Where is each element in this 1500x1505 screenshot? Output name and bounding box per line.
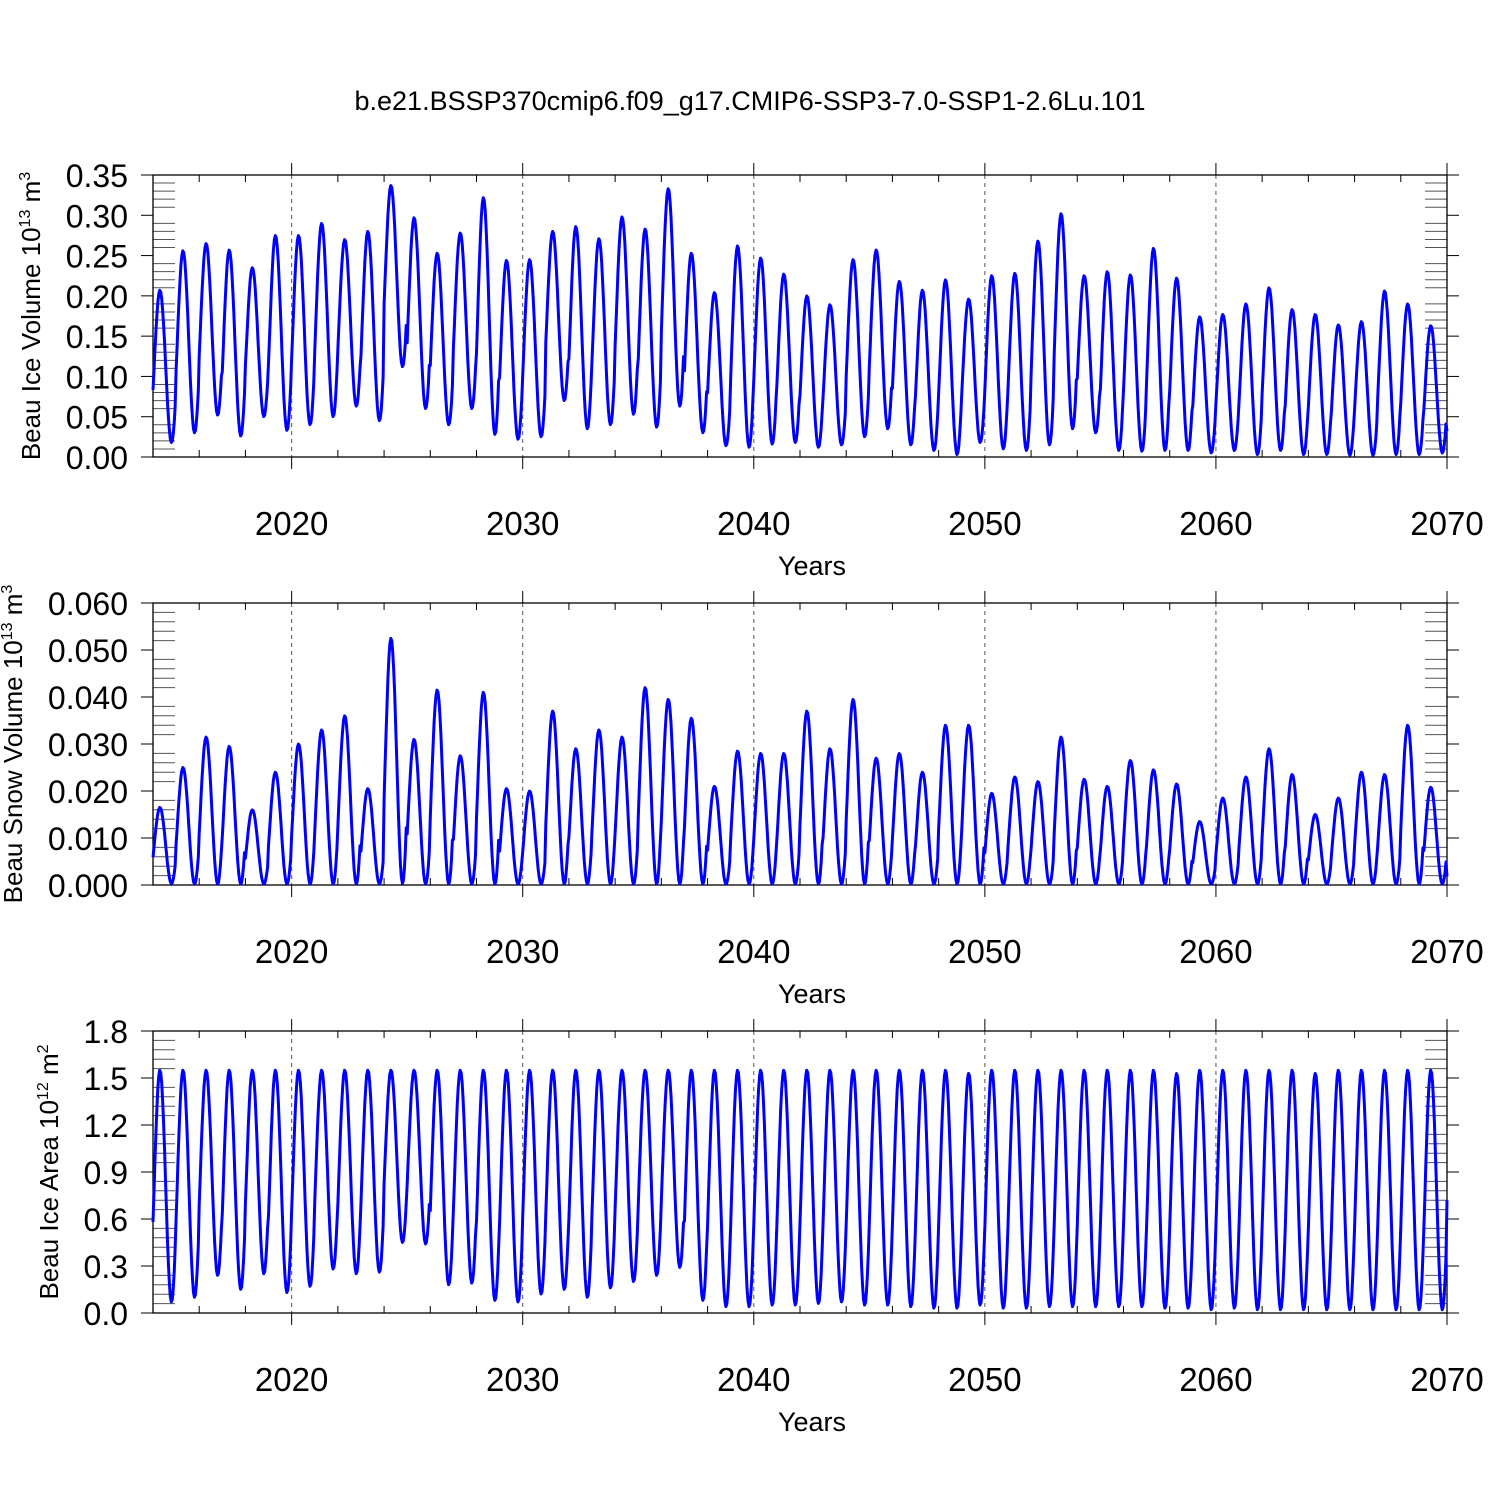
x-axis-label: Years xyxy=(778,1407,846,1437)
y-tick-label: 0.00 xyxy=(66,440,128,476)
plot-frame xyxy=(152,602,1448,886)
x-tick-label: 2030 xyxy=(486,505,559,542)
y-tick-label: 0.0 xyxy=(84,1296,128,1332)
x-tick-label: 2040 xyxy=(717,1361,790,1398)
y-tick-label: 0.35 xyxy=(66,158,128,194)
x-tick-label: 2070 xyxy=(1410,505,1483,542)
x-axis-label: Years xyxy=(778,551,846,581)
x-tick-label: 2060 xyxy=(1179,505,1252,542)
x-tick-label: 2020 xyxy=(255,1361,328,1398)
y-axis-label: Beau Ice Area 1012 m2 xyxy=(34,1044,64,1299)
y-tick-label: 0.000 xyxy=(48,868,128,904)
x-tick-label: 2050 xyxy=(948,933,1021,970)
x-tick-label: 2050 xyxy=(948,1361,1021,1398)
x-tick-label: 2030 xyxy=(486,1361,559,1398)
x-tick-label: 2060 xyxy=(1179,1361,1252,1398)
plot-frame xyxy=(152,174,1448,458)
x-axis-label: Years xyxy=(778,979,846,1009)
y-tick-label: 1.5 xyxy=(84,1061,128,1097)
y-tick-label: 1.8 xyxy=(84,1014,128,1050)
y-tick-label: 0.30 xyxy=(66,198,128,234)
y-tick-label: 0.040 xyxy=(48,680,128,716)
panel-snow-volume: 2020 2030 2040 2050 2060 2070 0.000 0.010 0.020 0… xyxy=(0,585,1484,1009)
y-tick-label: 0.060 xyxy=(48,586,128,622)
x-tick-label: 2060 xyxy=(1179,933,1252,970)
panel-ice-area: 2020 2030 2040 2050 2060 2070 0.0 0.3 0.6 0.9 1.2 1… xyxy=(34,1014,1484,1437)
y-tick-label: 0.6 xyxy=(84,1202,128,1238)
y-tick-label: 0.010 xyxy=(48,821,128,857)
x-tick-label: 2040 xyxy=(717,505,790,542)
series-line-ice-volume xyxy=(151,184,1449,457)
y-tick-label: 0.15 xyxy=(66,319,128,355)
y-tick-label: 0.20 xyxy=(66,279,128,315)
y-tick-label: 0.05 xyxy=(66,400,128,436)
series-line-ice-area xyxy=(151,1068,1449,1312)
y-tick-label: 0.9 xyxy=(84,1155,128,1191)
y-tick-label: 1.2 xyxy=(84,1108,128,1144)
x-tick-label: 2070 xyxy=(1410,933,1483,970)
figure-title: b.e21.BSSP370cmip6.f09_g17.CMIP6-SSP3-7.… xyxy=(354,86,1146,116)
y-axis-label: Beau Ice Volume 1013 m3 xyxy=(16,172,46,460)
x-tick-label: 2020 xyxy=(255,933,328,970)
series-line-snow-volume xyxy=(151,636,1449,886)
x-tick-label: 2040 xyxy=(717,933,790,970)
y-tick-label: 0.25 xyxy=(66,239,128,275)
panel-ice-volume: 2020 2030 2040 2050 2060 2070 0.00 0.05 0.10 0.15… xyxy=(16,158,1484,581)
x-tick-label: 2030 xyxy=(486,933,559,970)
x-tick-label: 2070 xyxy=(1410,1361,1483,1398)
y-tick-label: 0.10 xyxy=(66,359,128,395)
y-tick-label: 0.030 xyxy=(48,727,128,763)
y-tick-label: 0.050 xyxy=(48,633,128,669)
y-tick-label: 0.3 xyxy=(84,1249,128,1285)
plot-frame xyxy=(152,1030,1448,1314)
y-axis-label: Beau Snow Volume 1013 m3 xyxy=(0,585,28,904)
x-tick-label: 2050 xyxy=(948,505,1021,542)
x-tick-label: 2020 xyxy=(255,505,328,542)
y-tick-label: 0.020 xyxy=(48,774,128,810)
